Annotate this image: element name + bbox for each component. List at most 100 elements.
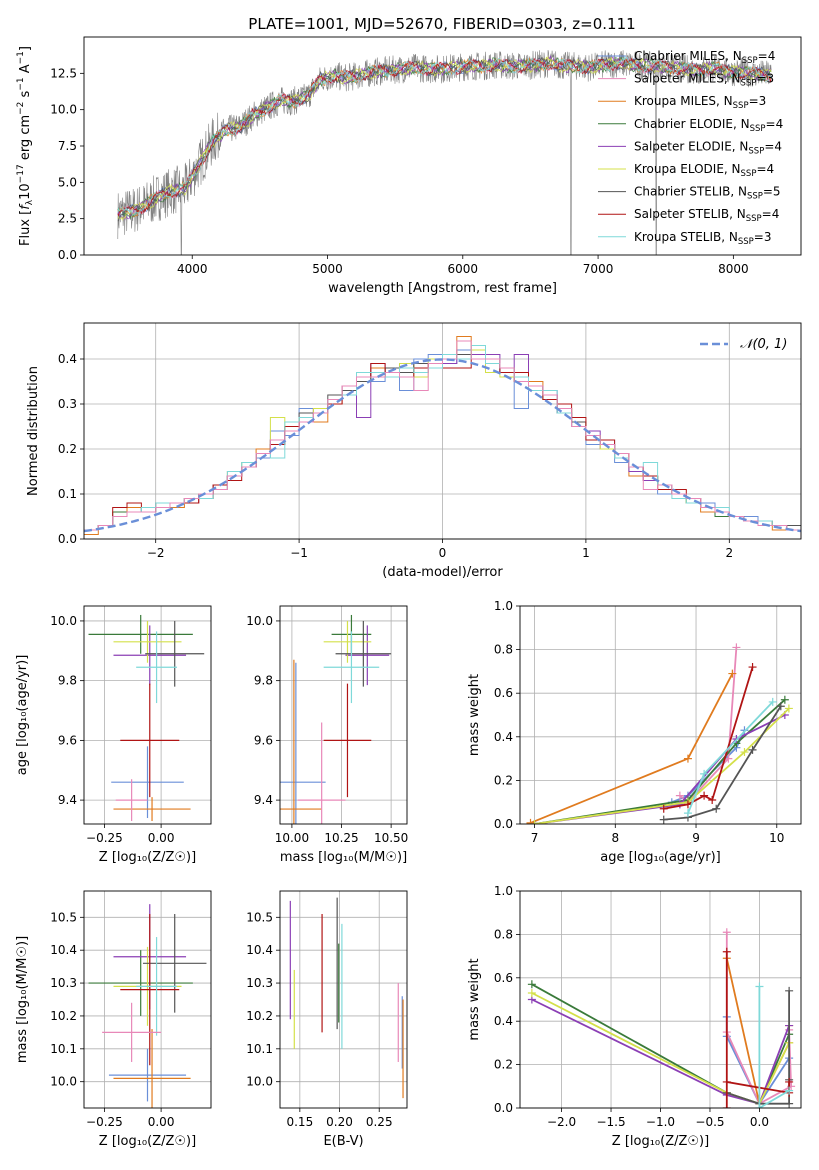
weight-point: [728, 669, 737, 678]
axes-frame: [279, 605, 408, 825]
model-spectrum-line: [117, 56, 772, 216]
plot-area: [84, 336, 801, 539]
mass-age-panel: 10.00 10.25 10.50 9.4 9.6 9.8 10.0 mass [log₁₀(…: [246, 605, 408, 865]
y-tick-label: 9.6: [254, 733, 273, 747]
y-tick-label: 0.0: [58, 532, 77, 546]
legend-label: Salpeter ELODIE, NSSP=4: [634, 139, 782, 156]
x-tick-label: 8000: [718, 262, 749, 276]
legend-label: Kroupa STELIB, NSSP=3: [634, 230, 772, 247]
legend-label: Chabrier MILES, NSSP=4: [634, 49, 775, 66]
y-tick-label: 10.4: [246, 943, 273, 957]
y-axis-label: Flux [fλ10−17 erg cm−2 s−1 A−1]: [16, 46, 35, 246]
legend-label: Chabrier ELODIE, NSSP=4: [634, 117, 783, 134]
y-tick-label: 0.2: [494, 773, 513, 787]
y-axis-label: Normed distribution: [26, 366, 41, 496]
weight-line: [530, 673, 734, 824]
y-tick-label: 0.8: [494, 643, 513, 657]
model-spectrum-line: [117, 57, 772, 217]
weight-point: [659, 815, 668, 824]
y-tick-label: 7.5: [58, 139, 77, 153]
weight-line: [679, 647, 738, 804]
legend-label: Kroupa ELODIE, NSSP=4: [634, 162, 774, 179]
y-tick-label: 0.0: [494, 817, 513, 831]
ebv-mass-panel: 0.15 0.20 0.25 10.0 10.1 10.2 10.3 10.4 10.5 E(B-…: [246, 890, 408, 1149]
x-axis-label: E(B-V): [323, 1134, 363, 1149]
y-tick-label: 9.8: [58, 674, 77, 688]
weight-point: [659, 804, 668, 813]
x-axis-label: mass [log₁₀(M/M☉)]: [280, 850, 407, 865]
x-axis-label: age [log₁₀(age/yr)]: [600, 850, 721, 865]
x-tick-label: 7: [531, 831, 539, 845]
z-weight-panel: −2.0 −1.5 −1.0 −0.5 0.0 0.0 0.2 0.4 0.6 0.8 1.0 Z […: [467, 884, 802, 1149]
legend-label: Chabrier STELIB, NSSP=5: [634, 185, 781, 202]
x-tick-label: 5000: [312, 262, 343, 276]
x-tick-label: 8: [611, 831, 619, 845]
weight-line: [531, 998, 790, 1105]
x-tick-label: 10: [769, 831, 784, 845]
y-tick-label: 0.6: [494, 971, 513, 985]
weight-point: [722, 1077, 731, 1086]
x-tick-label: 0.00: [148, 831, 175, 845]
weight-line: [725, 951, 790, 1108]
x-tick-label: 7000: [583, 262, 614, 276]
weight-point: [700, 791, 709, 800]
x-tick-label: 0.0: [750, 1115, 769, 1129]
plot-area: [526, 643, 793, 824]
y-tick-label: 10.1: [50, 1042, 77, 1056]
weight-point: [748, 745, 757, 754]
weight-point: [722, 947, 731, 956]
age-weight-panel: 7 8 9 10 0.0 0.2 0.4 0.6 0.8 1.0 age [log₁₀(age/yr…: [467, 599, 802, 865]
weight-point: [755, 1104, 764, 1108]
x-tick-label: −0.25: [86, 1115, 123, 1129]
x-tick-label: −2.0: [547, 1115, 576, 1129]
legend-label: Salpeter MILES, NSSP=3: [634, 72, 774, 89]
x-axis-label: Z [log₁₀(Z/Z☉)]: [99, 850, 196, 865]
weight-point: [683, 754, 692, 763]
y-tick-label: 9.4: [254, 793, 273, 807]
weight-point: [785, 1086, 794, 1095]
plot-area: [289, 897, 404, 1099]
y-axis-label: age [log₁₀(age/yr)]: [15, 655, 30, 776]
x-tick-label: 10.00: [275, 831, 309, 845]
y-tick-label: 10.3: [246, 976, 273, 990]
weight-point: [722, 928, 731, 937]
x-tick-label: −0.25: [86, 831, 123, 845]
x-tick-label: 0: [439, 546, 447, 560]
weight-point: [708, 796, 717, 805]
plot-area: [88, 904, 207, 1108]
x-tick-label: 6000: [448, 262, 479, 276]
histogram-step-line: [84, 340, 801, 539]
x-axis-label: Z [log₁₀(Z/Z☉)]: [612, 1134, 709, 1149]
y-tick-label: 10.3: [50, 976, 77, 990]
legend-label: Kroupa MILES, NSSP=3: [634, 94, 766, 111]
y-tick-label: 0.4: [494, 1014, 513, 1028]
weight-point: [527, 988, 536, 997]
x-tick-label: 10.25: [324, 831, 358, 845]
weight-line: [758, 986, 790, 1108]
y-tick-label: 9.8: [254, 674, 273, 688]
y-tick-label: 10.2: [246, 1009, 273, 1023]
weight-point: [785, 1077, 794, 1086]
legend-label: 𝒩(0, 1): [740, 337, 787, 352]
z-mass-panel: −0.25 0.00 10.0 10.1 10.2 10.3 10.4 10.5 Z [log₁…: [15, 890, 212, 1149]
normal-pdf-line: [84, 358, 801, 533]
weight-point: [722, 1104, 731, 1108]
y-tick-label: 0.3: [58, 397, 77, 411]
y-tick-label: 5.0: [58, 175, 77, 189]
x-tick-label: 10.50: [374, 831, 408, 845]
y-tick-label: 10.0: [50, 103, 77, 117]
axes-frame: [279, 890, 408, 1109]
axes-frame: [83, 605, 212, 825]
plot-area: [88, 614, 205, 822]
y-tick-label: 0.2: [58, 442, 77, 456]
x-tick-label: 2: [725, 546, 733, 560]
y-tick-label: 0.4: [494, 730, 513, 744]
weight-point: [768, 697, 777, 706]
weight-point: [785, 1099, 794, 1108]
x-tick-label: −2: [147, 546, 165, 560]
weight-line: [725, 958, 790, 1107]
weight-point: [712, 804, 721, 813]
x-tick-label: 1: [582, 546, 590, 560]
x-tick-label: 0.25: [366, 1115, 393, 1129]
weight-point: [700, 769, 709, 778]
